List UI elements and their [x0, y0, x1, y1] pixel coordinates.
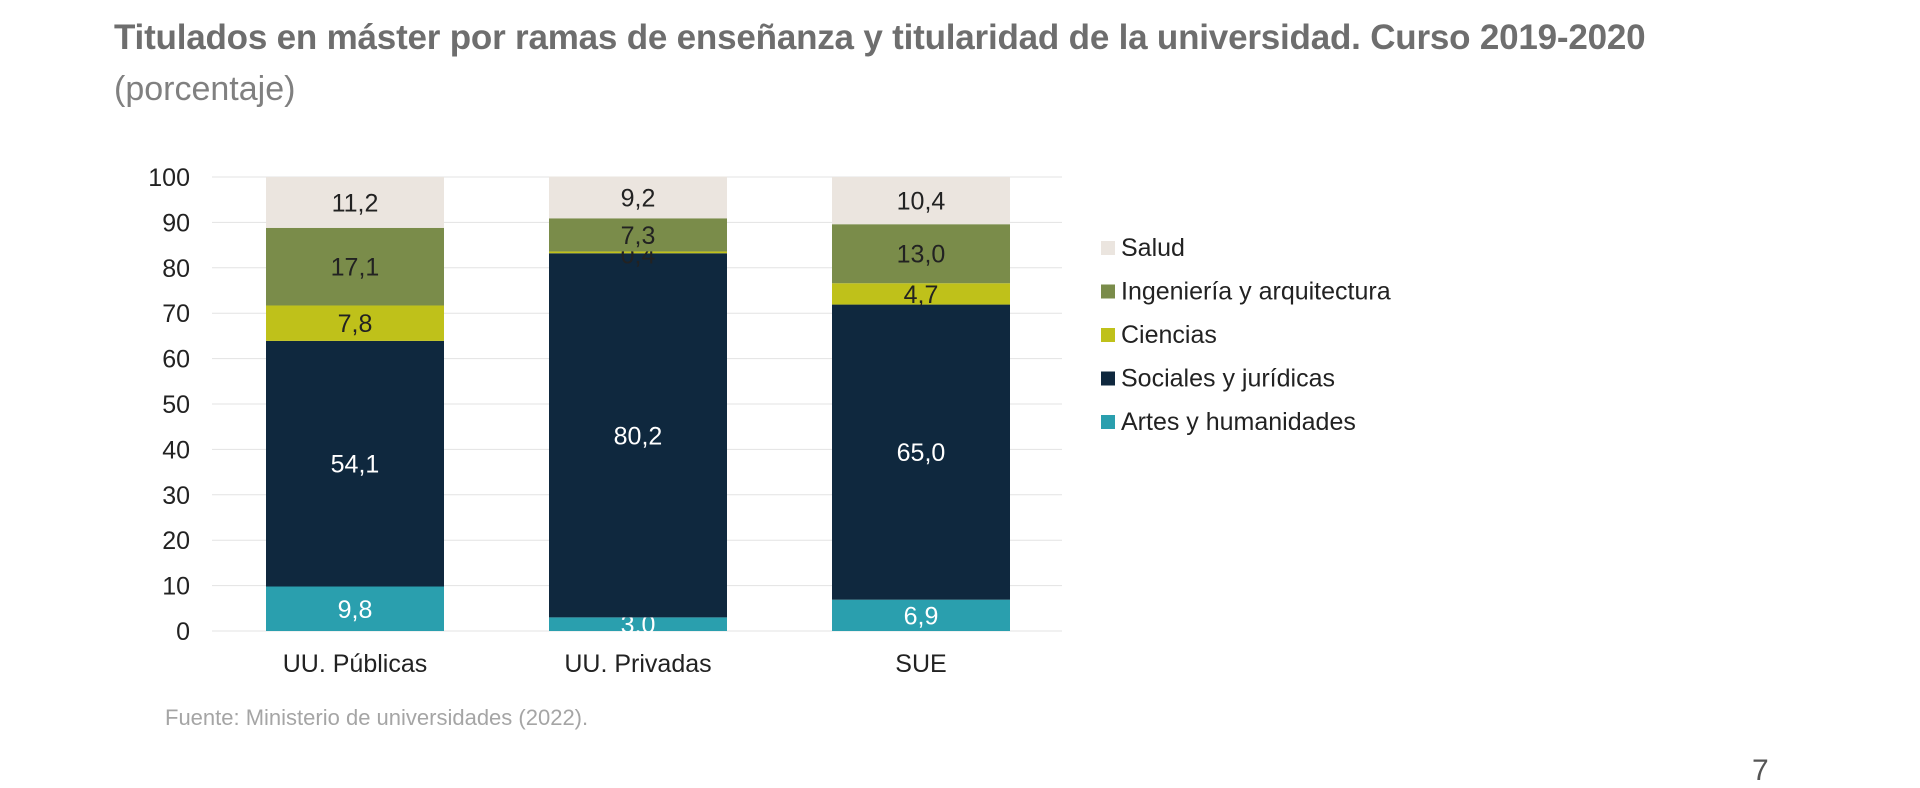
page-number: 7 — [1752, 754, 1769, 787]
bar-segment — [832, 283, 1010, 305]
legend-swatch — [1101, 284, 1115, 299]
y-tick-label: 80 — [162, 255, 190, 283]
y-tick-label: 0 — [176, 618, 190, 646]
y-tick-label: 50 — [162, 391, 190, 419]
data-label: 11,2 — [332, 189, 379, 217]
y-tick-label: 10 — [162, 573, 190, 601]
legend-label: Artes y humanidades — [1121, 408, 1356, 436]
y-tick-label: 20 — [162, 527, 190, 555]
legend-swatch — [1101, 241, 1115, 255]
y-tick-label: 40 — [162, 436, 190, 464]
bar-segment — [549, 617, 727, 631]
x-axis: UU. Públicas UU. Privadas SUE — [283, 650, 947, 678]
data-label: 4,7 — [904, 281, 939, 309]
chart-subtitle: (porcentaje) — [114, 70, 296, 108]
bar-segment — [832, 599, 1010, 631]
data-label: 13,0 — [897, 241, 946, 269]
y-tick-label: 100 — [148, 164, 190, 192]
bar-segment — [549, 218, 727, 252]
data-label: 9,2 — [621, 184, 656, 212]
y-axis: 0 10 20 30 40 50 60 70 80 90 100 — [148, 164, 190, 646]
bar-segment — [832, 304, 1010, 600]
bar-segment — [832, 177, 1010, 225]
chart-title: Titulados en máster por ramas de enseñan… — [114, 18, 1646, 57]
legend-label: Ingeniería y arquitectura — [1121, 278, 1391, 306]
bar-segment — [266, 227, 444, 306]
y-tick-label: 90 — [162, 209, 190, 237]
bar-segment — [832, 224, 1010, 284]
data-label: 80,2 — [614, 422, 663, 450]
legend-swatch — [1101, 328, 1115, 342]
legend-label: Salud — [1121, 234, 1185, 262]
data-label: 6,9 — [904, 602, 939, 630]
legend: Salud Ingeniería y arquitectura Ciencias So… — [1101, 234, 1391, 436]
bar-segment — [549, 253, 727, 618]
legend-label: Sociales y jurídicas — [1121, 365, 1335, 393]
bars: 9,854,17,817,111,23,080,20,47,39,26,965,… — [266, 176, 1010, 639]
bar-segment — [549, 251, 727, 254]
y-tick-label: 70 — [162, 300, 190, 328]
data-label: 7,8 — [338, 310, 373, 338]
legend-swatch — [1101, 371, 1115, 386]
data-label: 9,8 — [338, 596, 373, 624]
y-tick-label: 60 — [162, 346, 190, 374]
data-label: 65,0 — [897, 439, 946, 467]
x-tick-label: UU. Públicas — [283, 650, 428, 678]
bar-segment — [266, 586, 444, 631]
data-label: 54,1 — [331, 451, 380, 479]
bar-segment — [549, 176, 727, 219]
data-label: 7,3 — [621, 222, 656, 250]
y-tick-label: 30 — [162, 482, 190, 510]
x-tick-label: SUE — [895, 650, 946, 678]
bar-segment — [266, 305, 444, 341]
legend-swatch — [1101, 415, 1115, 429]
bar-segment — [266, 177, 444, 228]
data-label: 10,4 — [897, 188, 946, 216]
source-note: Fuente: Ministerio de universidades (202… — [165, 705, 589, 730]
bar-segment — [266, 340, 444, 587]
legend-label: Ciencias — [1121, 321, 1217, 349]
data-label: 17,1 — [331, 254, 380, 282]
x-tick-label: UU. Privadas — [564, 650, 711, 678]
